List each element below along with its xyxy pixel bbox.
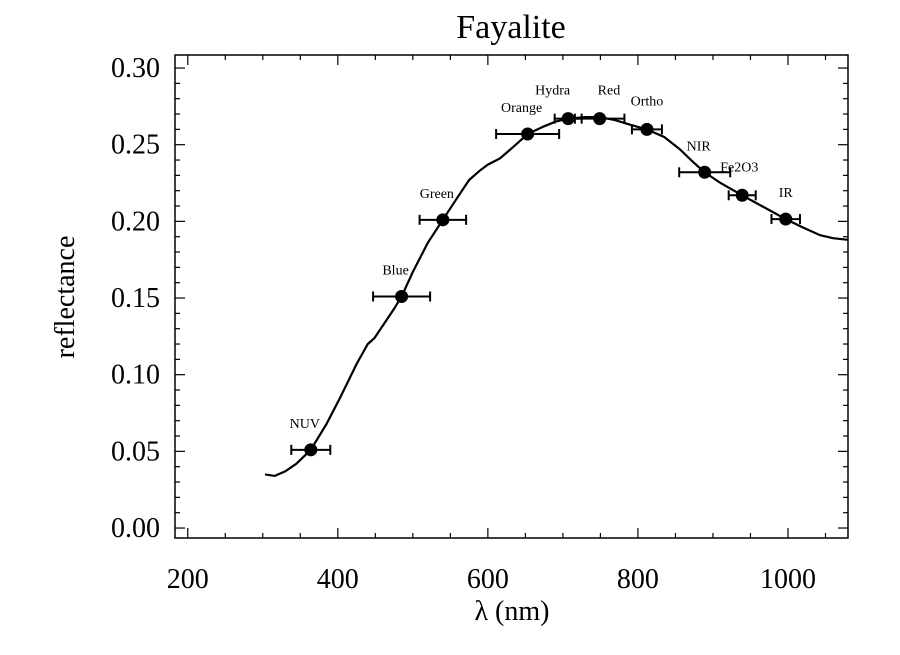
y-tick-label: 0.20 (111, 206, 160, 237)
data-point (561, 112, 575, 126)
y-tick-label: 0.10 (111, 360, 160, 391)
point-label: NIR (687, 139, 712, 154)
point-label: Ortho (631, 94, 664, 109)
y-tick-label: 0.15 (111, 283, 160, 314)
point-label: NUV (290, 417, 320, 432)
x-tick-label: 800 (617, 564, 659, 595)
spectrum-curve (264, 116, 849, 478)
x-tick-label: 200 (167, 564, 209, 595)
data-point (735, 188, 749, 202)
plot-frame (174, 54, 849, 539)
data-point (593, 112, 607, 126)
point-label: Blue (382, 264, 408, 279)
y-axis-label: reflectance (50, 236, 81, 359)
x-tick-label: 400 (317, 564, 359, 595)
point-label: Hydra (535, 84, 571, 99)
data-point (395, 290, 409, 303)
data-point (698, 165, 712, 179)
point-label: IR (779, 186, 794, 201)
data-point (779, 212, 793, 226)
data-point (436, 213, 450, 227)
data-point (640, 122, 654, 136)
data-point (521, 127, 535, 141)
point-label: Green (420, 187, 454, 202)
point-label: Fe2O3 (720, 160, 758, 175)
x-tick-label: 1000 (760, 564, 816, 595)
point-label: Orange (501, 101, 542, 116)
y-tick-label: 0.05 (111, 436, 160, 467)
point-label: Red (598, 84, 621, 99)
data-point (304, 443, 318, 457)
y-tick-label: 0.25 (111, 130, 160, 161)
chart-title: Fayalite (456, 9, 566, 46)
x-tick-label: 600 (467, 564, 509, 595)
x-axis-label: λ (nm) (474, 596, 549, 627)
y-tick-label: 0.00 (111, 513, 160, 544)
y-tick-label: 0.30 (111, 53, 160, 84)
